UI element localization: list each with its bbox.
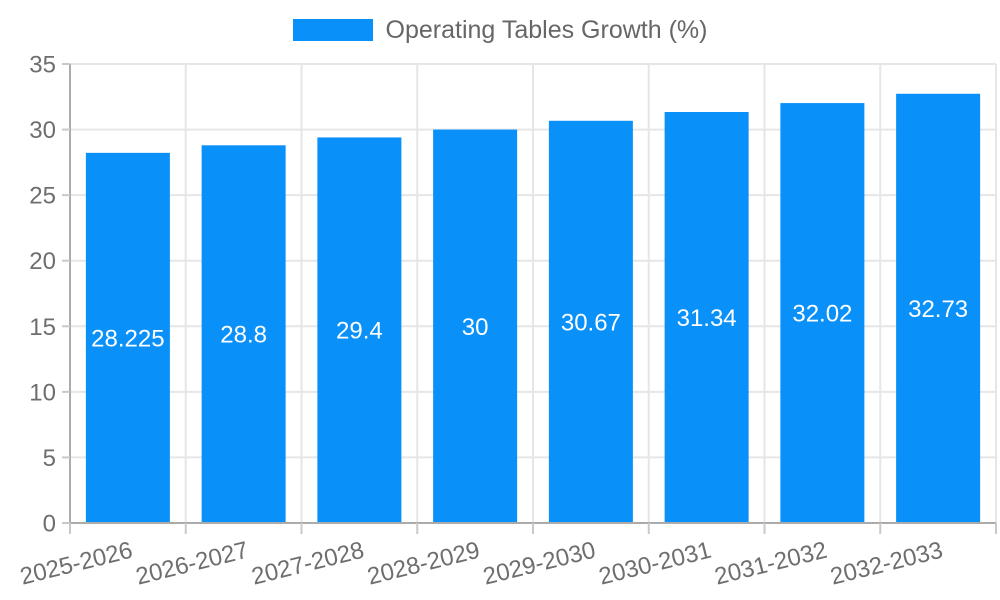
bar-value-label: 31.34	[677, 305, 737, 332]
y-tick-label: 25	[29, 183, 56, 210]
y-tick-label: 10	[29, 379, 56, 406]
y-tick-label: 30	[29, 117, 56, 144]
x-tick-label: 2032-2033	[828, 537, 946, 591]
bar-value-label: 32.73	[908, 296, 968, 323]
x-tick-label: 2025-2026	[17, 537, 135, 591]
y-tick-label: 20	[29, 248, 56, 275]
x-tick-label: 2027-2028	[249, 537, 367, 591]
bar-value-label: 32.02	[792, 301, 852, 328]
bar-value-label: 30.67	[561, 309, 621, 336]
bar[interactable]	[896, 93, 981, 523]
x-tick-label: 2031-2032	[712, 537, 830, 591]
legend-swatch	[292, 19, 373, 41]
y-tick-label: 5	[43, 445, 56, 472]
bar-value-label: 28.8	[220, 322, 267, 349]
bar[interactable]	[780, 103, 865, 524]
bar[interactable]	[317, 137, 402, 523]
bar-value-label: 30	[462, 314, 489, 341]
bar[interactable]	[85, 152, 170, 523]
bar[interactable]	[433, 129, 518, 524]
bar[interactable]	[548, 120, 633, 524]
legend-item[interactable]: Operating Tables Growth (%)	[0, 16, 1000, 44]
y-tick-label: 15	[29, 314, 56, 341]
x-tick-label: 2030-2031	[596, 537, 714, 591]
bar-value-label: 28.225	[91, 325, 164, 352]
x-tick-label: 2028-2029	[365, 537, 483, 591]
y-tick-label: 35	[29, 52, 56, 79]
bar-value-label: 29.4	[336, 318, 383, 345]
x-tick-label: 2029-2030	[480, 537, 598, 591]
bar[interactable]	[664, 111, 749, 523]
y-tick-label: 0	[43, 511, 56, 538]
legend-label: Operating Tables Growth (%)	[385, 16, 708, 44]
x-tick-label: 2026-2027	[133, 537, 251, 591]
bar[interactable]	[201, 145, 286, 523]
